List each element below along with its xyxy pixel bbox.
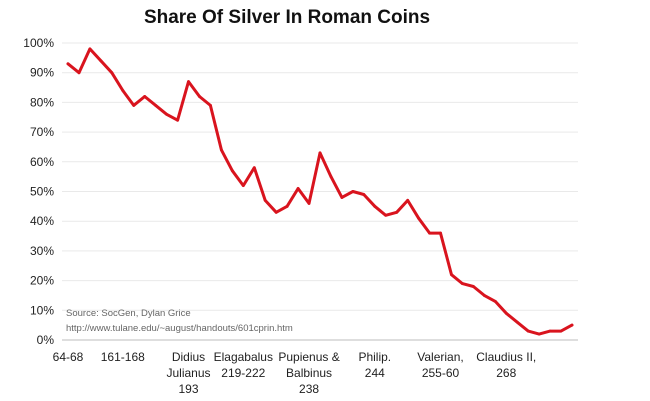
source-line-2: http://www.tulane.edu/~august/handouts/6…: [66, 323, 293, 334]
data-point: [274, 210, 278, 214]
x-tick-label-line: Balbinus: [286, 366, 332, 380]
data-point: [340, 196, 344, 199]
data-point: [362, 193, 366, 196]
data-point: [285, 204, 289, 208]
data-point: [417, 216, 421, 220]
data-point: [187, 80, 190, 84]
data-point: [504, 311, 508, 315]
y-tick-label: 70%: [30, 125, 54, 139]
y-tick-label: 30%: [30, 244, 54, 258]
chart-title: Share Of Silver In Roman Coins: [144, 7, 430, 28]
data-point: [373, 204, 377, 208]
y-tick-label: 60%: [30, 155, 54, 169]
data-point: [526, 329, 530, 333]
data-point: [219, 148, 223, 152]
x-tick-label-line: Pupienus &: [278, 350, 339, 364]
data-point: [209, 103, 212, 107]
data-point: [482, 294, 486, 297]
data-point: [88, 47, 92, 51]
data-point: [241, 184, 245, 187]
x-tick-label: 64-68: [53, 350, 84, 364]
x-tick-label-line: 64-68: [53, 350, 84, 364]
data-point: [165, 112, 169, 116]
data-point: [559, 329, 563, 333]
x-tick-label-line: 238: [299, 382, 319, 396]
data-point: [439, 231, 442, 235]
data-point: [329, 175, 333, 179]
data-point: [66, 62, 70, 66]
x-tick-label-line: Didius: [172, 350, 205, 364]
data-point: [263, 199, 267, 202]
y-tick-label: 80%: [30, 95, 54, 109]
data-point: [176, 118, 179, 122]
gridlines: [62, 42, 578, 311]
data-point: [537, 332, 541, 336]
data-point: [515, 320, 519, 324]
data-point: [110, 71, 114, 75]
data-point: [471, 285, 475, 288]
data-point: [296, 187, 300, 190]
x-tick-label-line: 193: [179, 382, 199, 396]
data-point: [230, 169, 234, 173]
data-point: [132, 103, 136, 107]
x-tick-label-line: Julianus: [167, 366, 211, 380]
data-point: [198, 95, 201, 98]
x-tick-label: 161-168: [101, 350, 145, 364]
data-point: [461, 282, 464, 285]
x-tick-label: Claudius II, 268: [476, 350, 536, 380]
data-point: [307, 201, 311, 205]
data-point: [318, 151, 322, 155]
y-tick-label: 0%: [37, 333, 55, 347]
x-tick-label: Valerian, 255-60: [417, 350, 463, 380]
data-point: [395, 210, 399, 214]
data-point: [252, 166, 256, 170]
y-tick-label: 10%: [30, 303, 54, 317]
data-points: [66, 47, 574, 336]
data-point: [351, 190, 355, 193]
data-point: [99, 59, 103, 63]
x-tick-label-line: Valerian,: [417, 350, 463, 364]
data-point: [548, 329, 552, 333]
x-tick-label: Didius Julianus 193: [167, 350, 211, 396]
x-tick-label-line: 244: [365, 366, 385, 380]
data-point: [77, 71, 81, 75]
x-tick-label: Philip. 244: [358, 350, 391, 380]
data-point: [143, 95, 147, 98]
x-tick-label: Pupienus & Balbinus 238: [278, 350, 339, 396]
data-point: [493, 299, 497, 303]
x-tick-label-line: 255-60: [422, 366, 460, 380]
source-line-1: Source: SocGen, Dylan Grice: [66, 308, 191, 319]
y-tick-label: 100%: [23, 36, 54, 50]
y-tick-label: 50%: [30, 185, 54, 199]
x-tick-label-line: Claudius II,: [476, 350, 536, 364]
y-tick-label: 90%: [30, 66, 54, 80]
data-point: [570, 323, 574, 327]
x-axis-tick-labels: 64-68 161-168 Didius Julianus 193 Elagabalus 2…: [53, 350, 537, 396]
x-tick-label-line: 268: [496, 366, 516, 380]
y-axis-tick-labels: 0% 10% 20% 30% 40% 50% 60% 70% 80% 90% 100%: [23, 36, 54, 347]
y-tick-label: 40%: [30, 214, 54, 228]
x-tick-label-line: 219-222: [221, 366, 265, 380]
data-point: [154, 103, 158, 107]
data-point: [428, 231, 431, 235]
x-tick-label-line: Philip.: [358, 350, 391, 364]
x-tick-label-line: 161-168: [101, 350, 145, 364]
data-point: [384, 213, 388, 217]
data-point: [406, 199, 410, 202]
x-tick-label: Elagabalus 219-222: [214, 350, 273, 380]
data-point: [450, 273, 453, 277]
data-point: [121, 89, 125, 92]
x-tick-label-line: Elagabalus: [214, 350, 273, 364]
y-tick-label: 20%: [30, 274, 54, 288]
